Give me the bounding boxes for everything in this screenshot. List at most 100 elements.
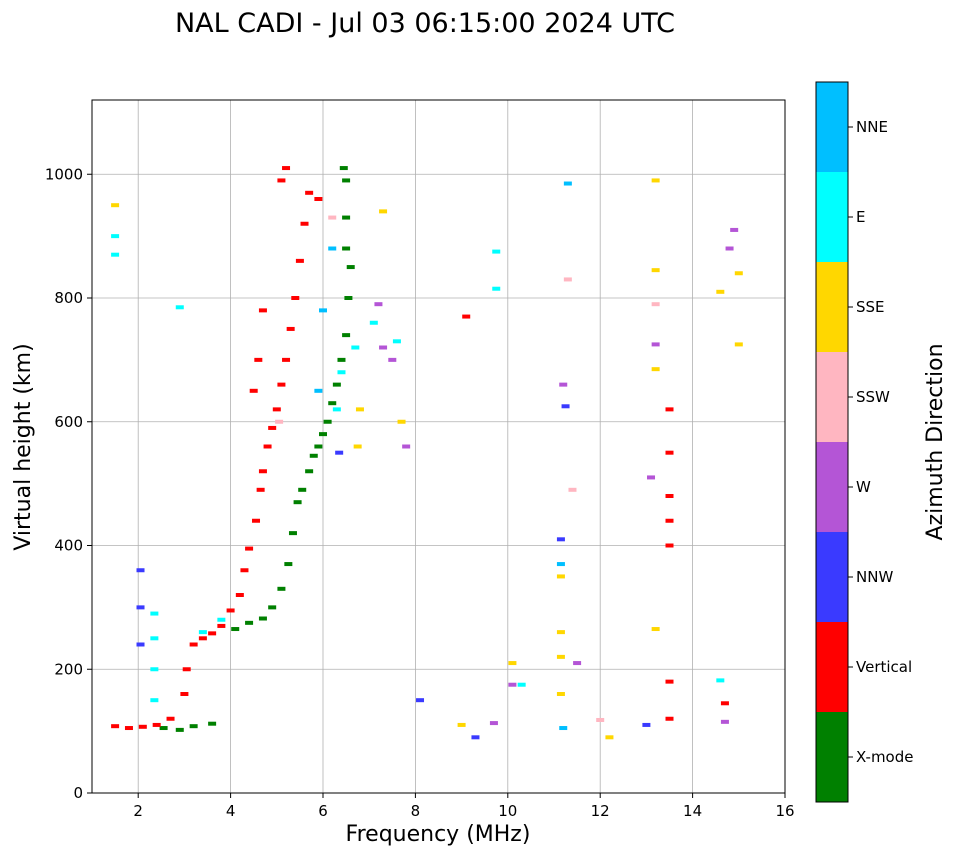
data-point-x-mode xyxy=(344,296,353,300)
x-tick-label: 6 xyxy=(318,802,328,820)
data-point-x-mode xyxy=(342,333,351,338)
data-point-x-mode xyxy=(314,444,323,449)
data-point-e xyxy=(150,698,159,703)
data-point-nne xyxy=(328,246,337,251)
data-point-vertical xyxy=(286,326,295,331)
y-tick-label: 800 xyxy=(54,289,83,307)
data-point-vertical xyxy=(282,357,291,362)
data-point-nnw xyxy=(561,404,570,409)
colorbar-label: Azimuth Direction xyxy=(923,343,948,540)
data-point-sse xyxy=(111,203,120,208)
data-point-x-mode xyxy=(305,469,314,474)
data-point-w xyxy=(651,342,660,347)
data-point-x-mode xyxy=(339,166,348,171)
colorbar-segment xyxy=(816,712,848,802)
colorbar-category-label: E xyxy=(856,208,865,226)
data-point-e xyxy=(369,320,378,325)
data-point-vertical xyxy=(665,494,674,498)
data-point-vertical xyxy=(291,296,300,300)
data-point-e xyxy=(198,630,207,635)
data-points xyxy=(111,166,743,740)
data-point-x-mode xyxy=(189,724,198,729)
data-point-e xyxy=(492,286,501,291)
data-point-x-mode xyxy=(277,586,286,591)
data-point-e xyxy=(492,249,501,254)
colorbar-segment xyxy=(816,172,848,262)
data-point-x-mode xyxy=(328,401,337,406)
data-point-sse xyxy=(734,271,743,276)
data-point-ssw xyxy=(651,302,660,307)
data-point-vertical xyxy=(665,716,674,721)
colorbar-frame xyxy=(815,81,849,803)
data-point-x-mode xyxy=(319,432,327,437)
data-point-nnw xyxy=(136,605,145,610)
data-point-sse xyxy=(734,342,743,347)
data-point-ssw xyxy=(563,277,572,282)
x-tick-label: 16 xyxy=(775,802,794,820)
data-point-sse xyxy=(508,661,517,666)
data-point-x-mode xyxy=(284,562,293,567)
data-point-sse xyxy=(651,178,660,183)
data-point-sse xyxy=(651,268,660,273)
data-point-vertical xyxy=(665,679,674,684)
data-point-vertical xyxy=(277,178,286,183)
data-point-nne xyxy=(314,388,323,393)
data-point-vertical xyxy=(295,258,304,263)
data-point-vertical xyxy=(305,190,314,195)
y-tick-label: 0 xyxy=(73,784,83,802)
x-tick-label: 2 xyxy=(133,802,143,820)
data-point-x-mode xyxy=(342,215,351,220)
data-point-e xyxy=(332,407,341,412)
data-point-vertical xyxy=(314,197,323,201)
y-axis-ticks: 0 200 400 600 800 1000 xyxy=(45,165,92,802)
data-point-vertical xyxy=(665,518,674,523)
data-point-x-mode xyxy=(208,721,217,726)
data-point-vertical xyxy=(272,407,281,412)
data-point-nnw xyxy=(556,537,565,542)
data-point-x-mode xyxy=(288,531,297,536)
data-point-vertical xyxy=(208,631,217,636)
x-tick-label: 8 xyxy=(411,802,421,820)
x-tick-label: 4 xyxy=(226,802,236,820)
data-point-nnw xyxy=(136,568,145,573)
data-point-x-mode xyxy=(258,616,267,621)
data-point-x-mode xyxy=(337,357,346,362)
data-point-e xyxy=(150,667,159,672)
data-point-sse xyxy=(651,627,660,632)
data-point-sse xyxy=(379,209,388,214)
colorbar-segment xyxy=(816,82,848,172)
data-point-vertical xyxy=(720,701,729,706)
plot-frame xyxy=(91,99,786,794)
data-point-nnw xyxy=(136,642,145,647)
colorbar-category-label: W xyxy=(856,478,871,496)
y-tick-label: 1000 xyxy=(45,165,83,183)
colorbar-category-label: SSW xyxy=(856,388,890,406)
data-point-vertical xyxy=(245,546,254,551)
data-point-vertical xyxy=(124,726,133,731)
data-point-vertical xyxy=(462,314,471,319)
data-point-vertical xyxy=(226,608,235,613)
colorbar-segment xyxy=(816,262,848,352)
data-point-w xyxy=(489,721,498,726)
data-point-nne xyxy=(559,726,568,731)
chart-title: NAL CADI - Jul 03 06:15:00 2024 UTC xyxy=(175,8,675,39)
colorbar-segment xyxy=(816,442,848,532)
data-point-ssw xyxy=(275,419,284,424)
data-point-x-mode xyxy=(175,727,184,732)
colorbar-segment xyxy=(816,622,848,712)
data-point-vertical xyxy=(300,221,309,226)
data-point-e xyxy=(111,234,120,239)
colorbar-segment xyxy=(816,352,848,442)
data-point-w xyxy=(379,345,388,350)
data-point-vertical xyxy=(258,308,267,313)
data-point-nne xyxy=(319,308,327,313)
data-point-nne xyxy=(556,562,565,567)
data-point-sse xyxy=(605,735,614,740)
data-point-e xyxy=(337,370,346,375)
data-point-vertical xyxy=(180,692,189,696)
data-point-e xyxy=(175,305,184,310)
data-point-x-mode xyxy=(268,605,277,610)
data-point-vertical xyxy=(189,642,198,647)
data-point-vertical xyxy=(198,636,207,641)
